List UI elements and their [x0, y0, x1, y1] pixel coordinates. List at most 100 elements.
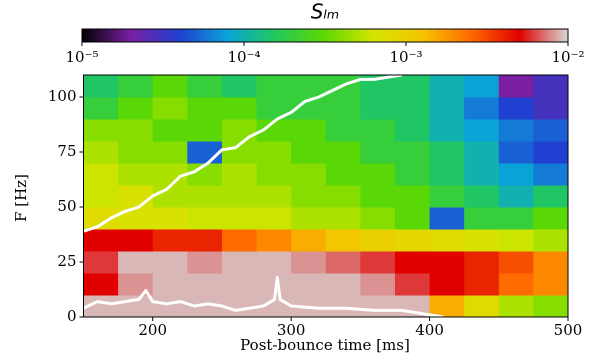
heatmap-cell — [394, 97, 431, 120]
heatmap-cell — [360, 119, 396, 142]
heatmap-cell — [291, 207, 327, 230]
heatmap-cell — [83, 207, 119, 230]
heatmap-cell — [291, 273, 327, 296]
y-tick-label: 25 — [57, 252, 76, 270]
heatmap-cell — [325, 163, 361, 186]
heatmap-cell — [256, 141, 292, 164]
heatmap-cell — [429, 185, 465, 208]
heatmap-cell — [221, 75, 258, 98]
heatmap-cell — [221, 207, 258, 230]
heatmap-cell — [256, 75, 292, 98]
heatmap-cell — [533, 97, 569, 120]
y-tick-label: 100 — [48, 87, 77, 105]
heatmap-cell — [256, 229, 292, 252]
heatmap-cell — [291, 229, 327, 252]
heatmap-cell — [394, 163, 431, 186]
line — [82, 275, 444, 319]
heatmap-cell — [394, 141, 431, 164]
heatmap-cell — [152, 229, 188, 252]
heatmap-cell — [118, 295, 154, 318]
heatmap-cell — [498, 251, 534, 274]
heatmap-cell — [429, 273, 465, 296]
heatmap-cell — [360, 163, 396, 186]
heatmap-cell — [83, 273, 119, 296]
heatmap-cell — [498, 229, 534, 252]
heatmap-cell — [325, 119, 361, 142]
heatmap-cell — [325, 97, 361, 120]
plot-frame — [83, 74, 569, 318]
heatmap-cell — [83, 75, 119, 98]
heatmap-cell — [498, 273, 534, 296]
heatmap-cell — [291, 97, 327, 120]
heatmap-cell — [464, 295, 500, 318]
heatmap-cell — [464, 273, 500, 296]
heatmap-cell — [152, 97, 188, 120]
heatmap-cell — [83, 295, 119, 318]
heatmap-cell — [394, 207, 431, 230]
heatmap-cell — [256, 207, 292, 230]
heatmap-cell — [256, 97, 292, 120]
heatmap-cell — [464, 97, 500, 120]
colorbar-tick-label: 10⁻⁵ — [65, 48, 98, 66]
heatmap-cell — [394, 75, 431, 98]
heatmap-cell — [429, 207, 465, 230]
heatmap-cell — [429, 141, 465, 164]
chart-title: Sₗₘ — [311, 0, 339, 24]
colorbar — [81, 28, 569, 43]
heatmap-cell — [152, 119, 188, 142]
heatmap-cell — [429, 75, 465, 98]
heatmap-cell — [152, 185, 188, 208]
heatmap-cell — [429, 229, 465, 252]
plot-area — [82, 73, 569, 319]
heatmap-cell — [83, 251, 119, 274]
heatmap-cell — [394, 229, 431, 252]
heatmap-cell — [360, 207, 396, 230]
heatmap-cell — [118, 141, 154, 164]
x-tick-label: 300 — [277, 321, 306, 339]
heatmap-cell — [464, 207, 500, 230]
heatmap-cell — [152, 295, 188, 318]
heatmap-cell — [464, 119, 500, 142]
heatmap-cell — [533, 229, 569, 252]
heatmap-cell — [291, 163, 327, 186]
heatmap-cell — [533, 75, 569, 98]
heatmap-cell — [256, 273, 292, 296]
heatmap-cell — [152, 207, 188, 230]
heatmap-cell — [325, 141, 361, 164]
heatmap-cell — [187, 119, 223, 142]
heatmap-cell — [221, 295, 258, 318]
heatmap-cell — [221, 229, 258, 252]
heatmap-cell — [533, 163, 569, 186]
heatmap-cell — [394, 251, 431, 274]
x-tick-label: 200 — [138, 321, 167, 339]
heatmap-cell — [256, 163, 292, 186]
heatmap-cell — [187, 229, 223, 252]
heatmap-cell — [533, 273, 569, 296]
heatmap-cell — [187, 273, 223, 296]
colorbar-tick-label: 10⁻² — [551, 48, 584, 66]
heatmap-cell — [498, 141, 534, 164]
heatmap-cell — [291, 251, 327, 274]
heatmap-cell — [360, 229, 396, 252]
heatmap-cell — [429, 251, 465, 274]
heatmap-cell — [118, 273, 154, 296]
heatmap-cell — [464, 251, 500, 274]
heatmap-cell — [533, 119, 569, 142]
heatmap-cell — [187, 295, 223, 318]
heatmap-cell — [83, 163, 119, 186]
heatmap-cell — [429, 119, 465, 142]
heatmap-cell — [498, 75, 534, 98]
line — [83, 73, 403, 233]
heatmap-cell — [464, 141, 500, 164]
heatmap-cell — [464, 75, 500, 98]
heatmap-cell — [221, 251, 258, 274]
heatmap-cell — [83, 119, 119, 142]
heatmap-cell — [498, 185, 534, 208]
heatmap-cell — [325, 295, 361, 318]
heatmap-cell — [394, 119, 431, 142]
heatmap-cell — [533, 185, 569, 208]
heatmap-cell — [498, 163, 534, 186]
y-tick-label: 75 — [57, 142, 76, 160]
heatmap-cell — [187, 185, 223, 208]
